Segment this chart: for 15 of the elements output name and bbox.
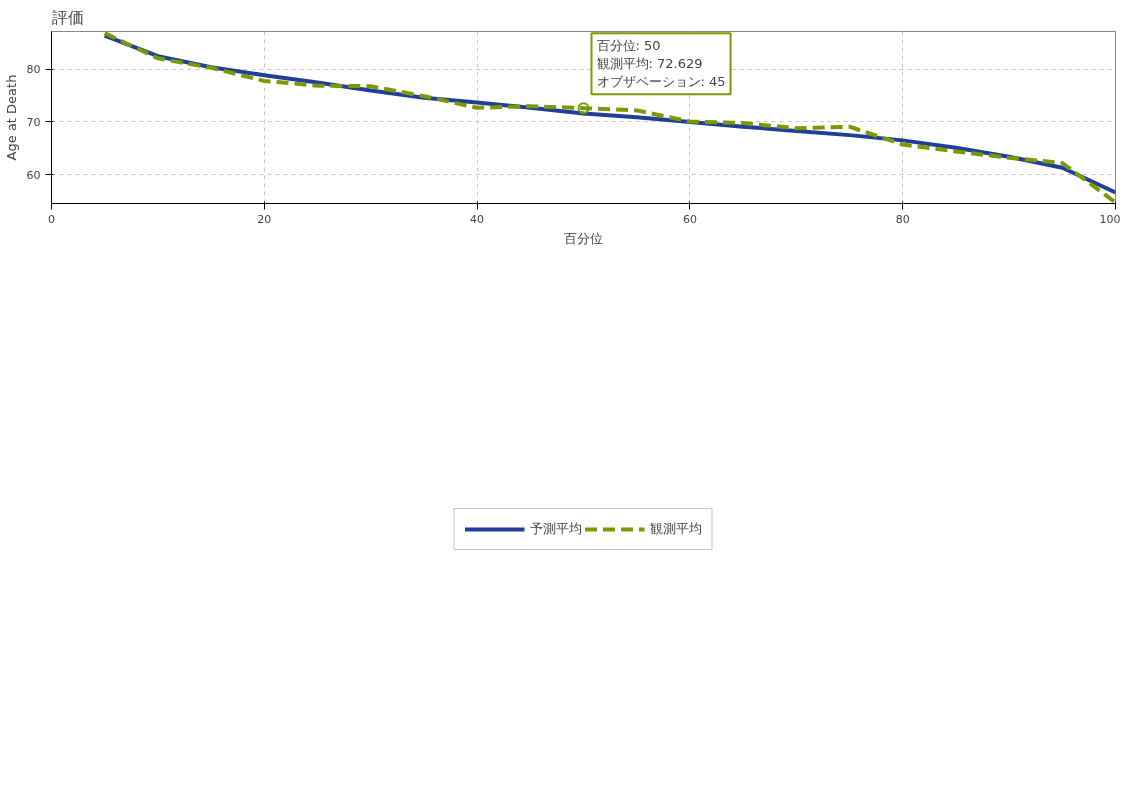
y-tick-label: 60 (26, 168, 41, 182)
x-tick-label: 100 (1099, 212, 1121, 226)
y-axis-title: Age at Death (3, 74, 19, 161)
y-tick-label: 70 (26, 115, 41, 129)
chart-title: 評価 (51, 7, 84, 27)
x-axis-title: 百分位 (564, 230, 603, 246)
y-tick-label: 80 (26, 63, 41, 77)
x-tick-label: 80 (895, 212, 910, 226)
legend-label: 予測平均 (529, 520, 582, 538)
x-tick-label: 20 (257, 212, 272, 226)
annotation: 百分位: 50 観測平均: 72.629 オブザベーション: 45 (596, 38, 726, 90)
x-tick-label: 60 (682, 212, 697, 226)
x-tick-label: 0 (48, 212, 55, 226)
legend-label: 観測平均 (649, 520, 702, 538)
x-tick-label: 40 (470, 212, 485, 226)
